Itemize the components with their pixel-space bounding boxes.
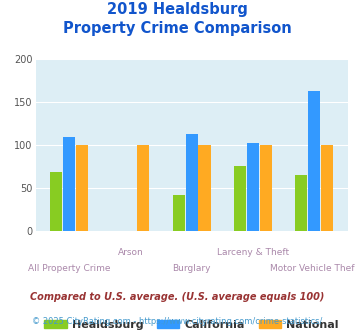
Bar bbox=[198, 145, 211, 231]
Bar bbox=[321, 145, 333, 231]
Bar bbox=[247, 143, 259, 231]
Text: Arson: Arson bbox=[118, 248, 143, 257]
Text: © 2025 CityRating.com - https://www.cityrating.com/crime-statistics/: © 2025 CityRating.com - https://www.city… bbox=[32, 317, 323, 326]
Bar bbox=[137, 145, 149, 231]
Text: All Property Crime: All Property Crime bbox=[28, 264, 110, 273]
Text: Compared to U.S. average. (U.S. average equals 100): Compared to U.S. average. (U.S. average … bbox=[30, 292, 325, 302]
Bar bbox=[234, 166, 246, 231]
Bar bbox=[308, 91, 320, 231]
Bar bbox=[76, 145, 88, 231]
Bar bbox=[50, 172, 62, 231]
Text: Motor Vehicle Theft: Motor Vehicle Theft bbox=[270, 264, 355, 273]
Legend: Healdsburg, California, National: Healdsburg, California, National bbox=[40, 315, 343, 330]
Text: Property Crime Comparison: Property Crime Comparison bbox=[63, 21, 292, 36]
Bar bbox=[186, 134, 198, 231]
Bar bbox=[260, 145, 272, 231]
Text: Larceny & Theft: Larceny & Theft bbox=[217, 248, 289, 257]
Bar bbox=[63, 137, 75, 231]
Bar bbox=[295, 175, 307, 231]
Text: Burglary: Burglary bbox=[173, 264, 211, 273]
Text: 2019 Healdsburg: 2019 Healdsburg bbox=[107, 2, 248, 16]
Bar bbox=[173, 195, 185, 231]
